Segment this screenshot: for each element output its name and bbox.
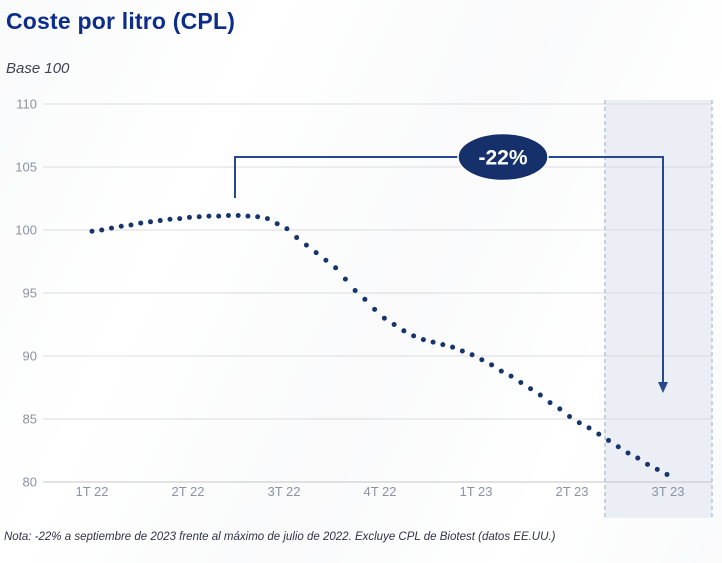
data-point <box>118 223 124 229</box>
x-tick-label-4: 4T 22 <box>363 484 396 499</box>
y-tick-label-80: 80 <box>23 475 37 490</box>
data-point <box>245 213 251 219</box>
gridlines: 110 105 100 95 90 85 80 <box>15 97 712 490</box>
data-point <box>274 221 280 227</box>
data-point <box>381 315 387 321</box>
y-tick-label-100: 100 <box>15 223 37 238</box>
data-point <box>537 392 543 398</box>
badge-label: -22% <box>478 147 527 170</box>
data-point <box>294 235 300 241</box>
highlight-band <box>605 100 712 518</box>
chart-subtitle: Base 100 <box>6 60 70 77</box>
data-point <box>401 328 407 334</box>
data-point <box>138 220 144 226</box>
data-point <box>186 214 192 220</box>
data-point <box>167 216 173 222</box>
data-point <box>557 406 563 412</box>
data-point <box>459 348 465 354</box>
data-point <box>479 357 485 363</box>
data-point <box>235 213 241 219</box>
x-tick-label-5: 1T 23 <box>459 484 492 499</box>
y-tick-label-110: 110 <box>16 97 37 112</box>
data-point <box>635 455 641 461</box>
data-point <box>362 296 368 302</box>
data-point <box>430 339 436 345</box>
data-point <box>147 219 153 225</box>
data-point <box>157 218 163 224</box>
data-point <box>567 413 573 419</box>
data-point <box>625 450 631 456</box>
data-point <box>206 213 212 219</box>
data-point <box>216 213 222 219</box>
data-point <box>645 461 651 467</box>
data-point <box>469 352 475 358</box>
data-point <box>255 214 261 220</box>
x-tick-label-7: 3T 23 <box>651 484 684 499</box>
data-point <box>528 386 534 392</box>
data-point <box>450 344 456 350</box>
data-point <box>313 250 319 256</box>
data-point <box>576 420 582 426</box>
data-point <box>284 226 290 232</box>
data-point <box>352 287 358 293</box>
x-tick-label-3: 3T 22 <box>267 484 300 499</box>
data-point <box>128 222 134 228</box>
badge-ellipse <box>457 132 549 182</box>
y-tick-label-90: 90 <box>23 349 37 364</box>
data-point <box>596 431 602 437</box>
data-point <box>303 242 309 248</box>
data-point <box>108 225 114 231</box>
data-point <box>264 216 270 222</box>
data-point <box>177 216 183 222</box>
cpl-series <box>89 213 670 477</box>
data-point <box>489 362 495 368</box>
data-point <box>654 466 660 472</box>
data-point <box>411 333 417 339</box>
data-point <box>420 337 426 343</box>
data-point <box>508 373 514 379</box>
data-point <box>606 437 612 443</box>
data-point <box>342 276 348 282</box>
data-point <box>323 257 329 263</box>
data-point <box>99 227 105 233</box>
data-point <box>615 444 621 450</box>
data-point <box>333 265 339 271</box>
footnote: Nota: -22% a septiembre de 2023 frente a… <box>4 531 556 543</box>
y-tick-label-85: 85 <box>23 412 37 427</box>
annotation-arrow <box>234 156 668 393</box>
data-point <box>225 213 231 219</box>
data-point <box>440 342 446 348</box>
data-point <box>196 214 202 220</box>
y-tick-label-95: 95 <box>23 286 37 301</box>
arrowhead-icon <box>658 382 668 393</box>
data-point <box>586 425 592 431</box>
x-tick-label-6: 2T 23 <box>555 484 588 499</box>
data-point <box>498 368 504 374</box>
x-tick-label-1: 1T 22 <box>75 484 108 499</box>
cpl-chart: 110 105 100 95 90 85 80 1T 22 2T 22 3T 22 4T 22 1T … <box>0 85 722 530</box>
x-tick-label-2: 2T 22 <box>171 484 204 499</box>
annotation-line <box>234 156 664 387</box>
data-point <box>372 306 378 312</box>
y-tick-label-105: 105 <box>15 160 37 175</box>
data-point <box>547 400 553 406</box>
data-point <box>664 471 670 477</box>
page-title: Coste por litro (CPL) <box>6 8 236 34</box>
annotation-badge: -22% <box>457 132 549 182</box>
x-axis-labels: 1T 22 2T 22 3T 22 4T 22 1T 23 2T 23 3T 23 <box>75 484 684 499</box>
data-point <box>391 322 397 327</box>
data-point <box>518 379 524 385</box>
data-point <box>89 228 95 234</box>
